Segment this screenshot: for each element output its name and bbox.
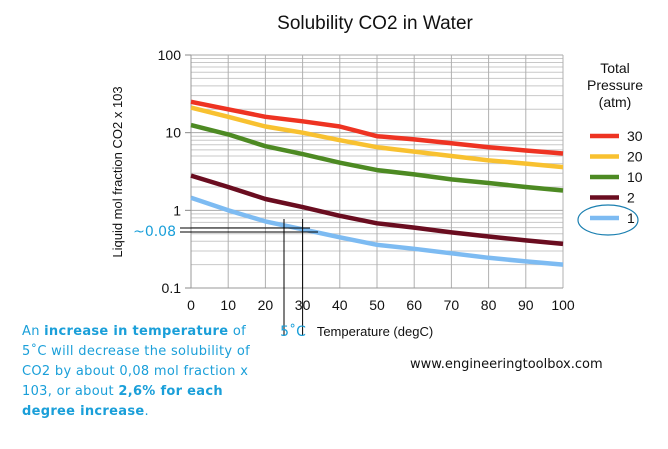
legend-title: Pressure [587, 77, 643, 93]
x-tick-label: 70 [444, 297, 460, 313]
x-tick-label: 60 [406, 297, 422, 313]
delta-x-label: 5˚C [280, 323, 306, 340]
series-line-30 [190, 99, 564, 156]
y-tick-label: 100 [158, 47, 182, 63]
note-text: An [22, 324, 45, 339]
x-axis-label: Temperature (degC) [317, 324, 433, 339]
legend-label-10: 10 [627, 169, 643, 185]
y-tick-label: 0.1 [162, 280, 182, 296]
annotation-note: An increase in temperature of 5˚C will d… [22, 322, 262, 422]
note-text: . [144, 404, 149, 419]
legend-label-2: 2 [627, 190, 635, 206]
x-tick-label: 40 [332, 297, 348, 313]
legend-highlight-circle [577, 204, 639, 236]
series-line-2 [190, 173, 564, 247]
y-axis-label: Liquid mol fraction CO2 x 103 [110, 86, 125, 257]
legend-label-20: 20 [627, 149, 643, 165]
delta-y-label: ~0.08 [133, 224, 176, 240]
y-tick-label: 10 [165, 125, 181, 141]
y-tick-label: 1 [173, 202, 181, 218]
legend-title: (atm) [599, 94, 632, 110]
x-tick-label: 100 [551, 297, 575, 313]
chart-title: Solubility CO2 in Water [277, 13, 473, 34]
note-text: of 5˚C will decrease the solubility of C… [22, 324, 250, 399]
legend-title: Total [600, 60, 630, 76]
note-bold-text: 2,6% for each degree increase [22, 384, 223, 419]
note-bold-text: increase in temperature [44, 324, 229, 339]
series-line-20 [190, 105, 564, 170]
x-tick-label: 10 [220, 297, 236, 313]
legend-label-1: 1 [627, 210, 635, 226]
x-tick-label: 90 [518, 297, 534, 313]
series-line-1 [190, 195, 564, 267]
x-tick-label: 20 [258, 297, 274, 313]
legend-label-30: 30 [627, 128, 643, 144]
x-tick-label: 50 [369, 297, 385, 313]
x-tick-label: 80 [481, 297, 497, 313]
watermark-url: www.engineeringtoolbox.com [410, 357, 603, 372]
series-line-10 [190, 122, 564, 193]
x-tick-label: 0 [187, 297, 195, 313]
